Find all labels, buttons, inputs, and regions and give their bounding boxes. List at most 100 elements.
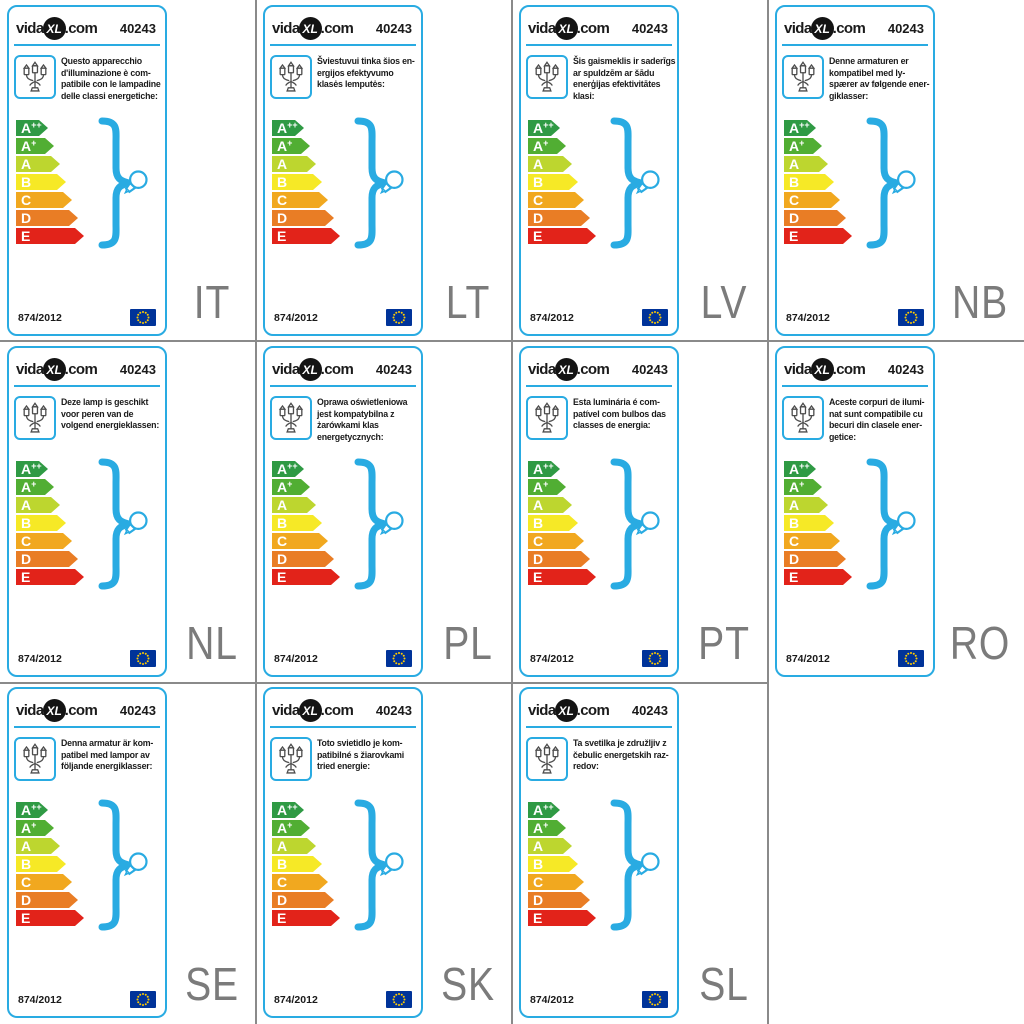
vidaxl-logo: vida XL .com: [272, 699, 354, 722]
energy-label-cell: vida XL .com 40243: [768, 341, 1024, 682]
svg-text:D: D: [789, 210, 799, 226]
energy-scale: A++ A+ A B C D E: [528, 802, 675, 926]
eu-flag-icon: [130, 991, 156, 1008]
energy-class-arrow-A++: A++: [784, 120, 816, 136]
energy-class-arrow-A: A: [16, 838, 60, 854]
header-divider: [14, 726, 160, 728]
language-label: NL: [186, 617, 238, 669]
language-label: PL: [443, 617, 493, 669]
energy-class-arrow-A+: A+: [16, 138, 54, 154]
info-row: Esta luminária é com- patível com bulbos…: [521, 387, 677, 440]
logo-text-vida: vida: [16, 20, 44, 37]
card-header: vida XL .com 40243: [9, 7, 165, 44]
energy-class-arrow-B: B: [16, 856, 66, 872]
energy-class-arrow-C: C: [16, 533, 72, 549]
svg-text:B: B: [21, 174, 31, 190]
lamp-post-icon: [782, 396, 824, 440]
svg-text:B: B: [789, 174, 799, 190]
energy-class-arrow-A: A: [16, 156, 60, 172]
svg-text:B: B: [277, 515, 287, 531]
card-header: vida XL .com 40243: [521, 7, 677, 44]
energy-label-card: vida XL .com 40243: [775, 5, 935, 336]
vidaxl-logo: vida XL .com: [272, 358, 354, 381]
svg-text:A: A: [277, 156, 287, 172]
energy-section: A++ A+ A B C D E: [528, 799, 675, 952]
header-divider: [526, 726, 672, 728]
vidaxl-logo: vida XL .com: [528, 17, 610, 40]
energy-class-arrow-E: E: [784, 569, 852, 585]
info-row: Toto svietidlo je kom- patibilné s žiaro…: [265, 728, 421, 781]
svg-text:E: E: [21, 910, 30, 926]
logo-xl-badge-icon: XL: [554, 17, 578, 40]
energy-class-arrow-A++: A++: [528, 802, 560, 818]
energy-section: A++ A+ A B C D E: [784, 458, 931, 611]
energy-class-arrow-C: C: [528, 192, 584, 208]
card-footer: 874/2012: [18, 650, 156, 667]
energy-class-arrow-E: E: [784, 228, 852, 244]
energy-class-arrow-B: B: [272, 174, 322, 190]
energy-label-card: vida XL .com 40243: [263, 687, 423, 1018]
energy-class-arrow-B: B: [784, 174, 834, 190]
logo-text-com: .com: [576, 20, 610, 37]
energy-label-cell: vida XL .com 40243: [256, 341, 512, 682]
energy-section: A++ A+ A B C D E: [528, 458, 675, 611]
card-footer: 874/2012: [274, 309, 412, 326]
card-footer: 874/2012: [786, 650, 924, 667]
energy-label-cell: vida XL .com 40243: [0, 341, 256, 682]
description: Denne armaturen er kompatibel med ly- sp…: [829, 56, 930, 101]
lamp-post-icon: [270, 396, 312, 440]
eu-flag-icon: [130, 309, 156, 326]
grid-line-vertical-1: [255, 0, 257, 1024]
regulation-number: 874/2012: [274, 652, 318, 665]
product-code: 40243: [375, 362, 412, 377]
logo-text-com: .com: [320, 20, 354, 37]
energy-class-arrow-B: B: [16, 174, 66, 190]
vidaxl-logo: vida XL .com: [784, 358, 866, 381]
regulation-number: 874/2012: [274, 993, 318, 1006]
energy-label-card: vida XL .com 40243: [519, 687, 679, 1018]
card-header: vida XL .com 40243: [521, 689, 677, 726]
energy-scale: A++ A+ A B C D E: [272, 802, 419, 926]
lamp-post-icon: [526, 396, 568, 440]
energy-class-arrow-A+: A+: [16, 479, 54, 495]
light-bulb-icon: [123, 511, 148, 536]
regulation-number: 874/2012: [530, 652, 574, 665]
header-divider: [526, 44, 672, 46]
description: Deze lamp is geschikt voor peren van de …: [61, 397, 160, 431]
svg-text:C: C: [277, 192, 287, 208]
language-label: IT: [193, 276, 231, 328]
language-label: SE: [185, 958, 239, 1010]
light-bulb-icon: [891, 511, 916, 536]
product-code: 40243: [119, 21, 156, 36]
svg-text:C: C: [533, 533, 543, 549]
energy-scale: A++ A+ A B C D E: [16, 802, 163, 926]
energy-class-arrow-E: E: [528, 228, 596, 244]
grid-line-horizontal-1: [0, 340, 1024, 342]
info-row: Denne armaturen er kompatibel med ly- sp…: [777, 46, 933, 102]
svg-text:B: B: [789, 515, 799, 531]
logo-xl-badge-icon: XL: [42, 358, 66, 381]
energy-class-arrow-D: D: [16, 892, 78, 908]
eu-flag-icon: [898, 309, 924, 326]
logo-text-vida: vida: [16, 702, 44, 719]
energy-class-arrow-C: C: [272, 874, 328, 890]
svg-text:D: D: [277, 892, 287, 908]
energy-class-arrow-E: E: [16, 569, 84, 585]
header-divider: [782, 44, 928, 46]
regulation-number: 874/2012: [786, 311, 830, 324]
language-label: LT: [445, 276, 491, 328]
energy-label-card: vida XL .com 40243: [519, 346, 679, 677]
svg-text:C: C: [789, 192, 799, 208]
energy-section: A++ A+ A B C D E: [272, 458, 419, 611]
logo-text-com: .com: [832, 361, 866, 378]
svg-text:D: D: [533, 210, 543, 226]
language-label: SK: [441, 958, 495, 1010]
info-row: Aceste corpuri de ilumi- nat sunt compat…: [777, 387, 933, 443]
svg-text:C: C: [21, 874, 31, 890]
logo-text-vida: vida: [272, 361, 300, 378]
logo-text-com: .com: [64, 361, 98, 378]
light-bulb-icon: [635, 511, 660, 536]
svg-text:B: B: [277, 856, 287, 872]
energy-scale: A++ A+ A B C D E: [784, 461, 931, 585]
card-header: vida XL .com 40243: [9, 689, 165, 726]
